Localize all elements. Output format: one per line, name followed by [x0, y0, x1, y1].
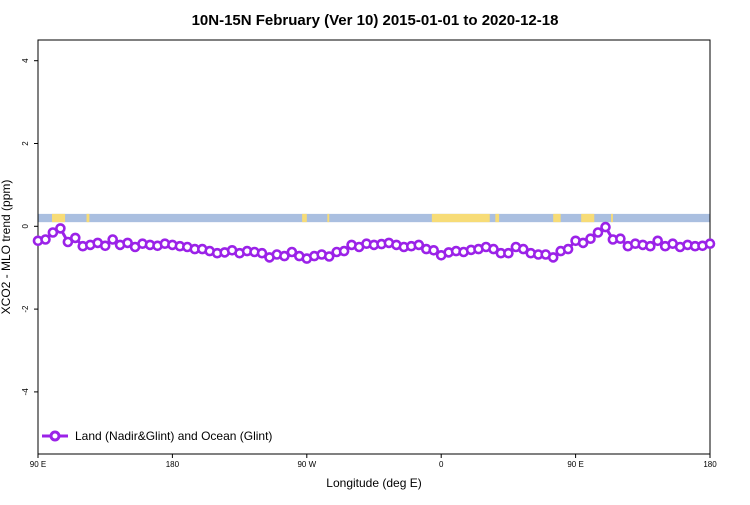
x-tick-label: 180 — [703, 460, 717, 469]
data-point — [279, 250, 290, 262]
x-tick-label: 90 W — [297, 460, 316, 469]
x-tick-label: 90 E — [30, 460, 46, 469]
data-point — [585, 233, 596, 244]
data-point — [55, 223, 66, 234]
land-span — [302, 213, 307, 223]
data-point — [70, 232, 81, 244]
data-point — [99, 240, 111, 252]
legend-marker — [49, 430, 61, 442]
legend: Land (Nadir&Glint) and Ocean (Glint) — [42, 429, 272, 443]
data-point — [562, 243, 574, 255]
land-span — [431, 213, 490, 223]
y-tick-label: 0 — [21, 224, 30, 229]
data-point — [62, 236, 74, 248]
data-point — [547, 252, 559, 263]
data-point — [323, 251, 335, 262]
data-point — [600, 221, 611, 233]
y-tick-label: 2 — [21, 141, 30, 146]
series-layer — [32, 221, 716, 264]
land-span — [581, 213, 595, 223]
land-span — [553, 213, 561, 223]
data-point — [122, 237, 133, 249]
data-point — [256, 247, 268, 259]
land-ocean-band — [38, 213, 710, 223]
x-axis-label: Longitude (deg E) — [326, 476, 421, 490]
data-point — [652, 235, 664, 247]
data-point — [517, 243, 529, 255]
y-tick-label: 4 — [21, 58, 30, 63]
land-span — [327, 213, 330, 223]
data-point — [615, 233, 626, 244]
y-axis: -4 -2 0 2 4 — [21, 58, 38, 396]
data-point — [40, 234, 51, 245]
land-span — [52, 213, 66, 223]
land-span — [495, 213, 500, 223]
data-point — [488, 243, 499, 255]
x-tick-label: 90 E — [567, 460, 583, 469]
data-point — [503, 247, 514, 259]
data-point — [592, 227, 604, 238]
data-point — [47, 227, 59, 238]
chart-title: 10N-15N February (Ver 10) 2015-01-01 to … — [192, 12, 559, 29]
legend-entry: Land (Nadir&Glint) and Ocean (Glint) — [75, 429, 272, 443]
x-tick-label: 180 — [166, 460, 180, 469]
data-point — [338, 245, 350, 257]
x-tick-label: 0 — [439, 460, 444, 469]
data-point — [413, 239, 425, 251]
data-point — [644, 240, 656, 252]
y-axis-label: XCO2 - MLO trend (ppm) — [0, 180, 13, 315]
data-point — [577, 237, 589, 249]
data-point — [286, 246, 298, 258]
land-span — [86, 213, 90, 223]
data-point — [704, 238, 716, 249]
ocean-band — [38, 213, 710, 223]
x-axis: 90 E 180 90 W 0 90 E 180 — [30, 454, 717, 469]
data-point — [107, 234, 118, 245]
data-point — [428, 245, 440, 256]
land-span — [611, 213, 613, 223]
y-tick-label: -2 — [21, 305, 30, 313]
y-tick-label: -4 — [21, 388, 30, 396]
